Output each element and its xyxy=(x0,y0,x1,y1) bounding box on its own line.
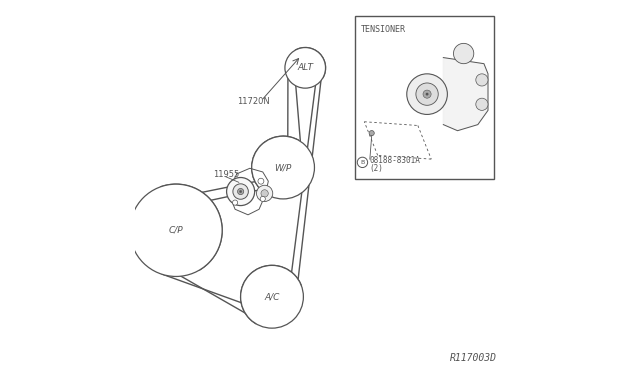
Circle shape xyxy=(261,190,268,197)
Circle shape xyxy=(227,177,255,206)
Circle shape xyxy=(232,200,237,205)
Circle shape xyxy=(252,136,314,199)
Text: R117003D: R117003D xyxy=(450,353,497,363)
Circle shape xyxy=(369,131,374,136)
Text: A/C: A/C xyxy=(264,292,280,301)
Circle shape xyxy=(257,185,273,202)
Text: 11720N: 11720N xyxy=(237,97,269,106)
Circle shape xyxy=(476,98,488,110)
Bar xyxy=(355,16,493,179)
Text: 08188-8301A: 08188-8301A xyxy=(370,156,420,165)
Circle shape xyxy=(454,44,474,64)
Text: (2): (2) xyxy=(370,164,384,173)
Circle shape xyxy=(476,74,488,86)
Text: TENSIONER: TENSIONER xyxy=(360,25,406,34)
Circle shape xyxy=(258,178,264,184)
Circle shape xyxy=(233,184,248,199)
Circle shape xyxy=(237,189,244,195)
Circle shape xyxy=(423,90,431,98)
Circle shape xyxy=(407,74,447,115)
Polygon shape xyxy=(444,58,488,131)
Text: B: B xyxy=(360,160,365,165)
Text: C/P: C/P xyxy=(169,226,183,235)
Circle shape xyxy=(416,83,438,105)
Text: 11955: 11955 xyxy=(213,170,239,179)
Circle shape xyxy=(426,93,429,96)
Text: ALT: ALT xyxy=(297,63,313,72)
Circle shape xyxy=(239,190,242,193)
Circle shape xyxy=(285,48,326,88)
Text: W/P: W/P xyxy=(275,163,292,172)
Circle shape xyxy=(130,184,222,276)
Circle shape xyxy=(241,265,303,328)
Circle shape xyxy=(260,196,266,202)
